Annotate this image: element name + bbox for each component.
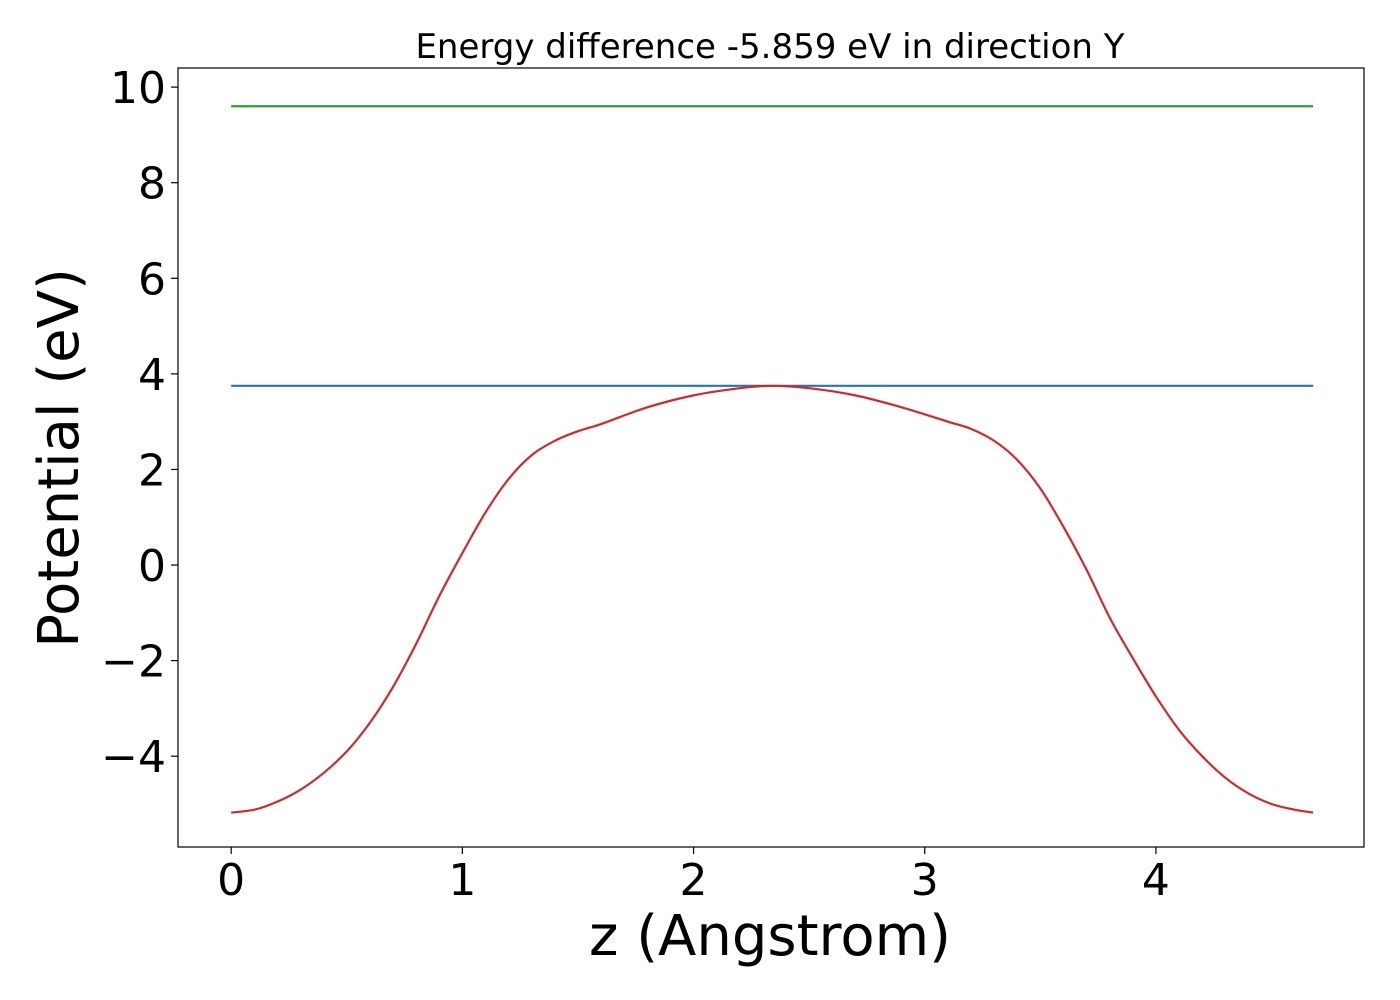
- y-tick-label: 4: [138, 350, 166, 401]
- chart-title: Energy difference -5.859 eV in direction…: [415, 27, 1124, 67]
- y-tick-label: 8: [138, 159, 166, 210]
- plot-frame: [177, 67, 1365, 848]
- x-tick-label: 1: [448, 855, 476, 906]
- ticks-layer: 0 1 2 3 4 −4 −2 0 2 4 6 8 10: [101, 63, 1170, 906]
- y-tick-label: −2: [101, 637, 166, 688]
- x-tick-label: 3: [911, 855, 939, 906]
- y-tick-label: 10: [110, 63, 166, 114]
- x-tick-label: 0: [217, 855, 245, 906]
- series-line-2: [231, 384, 1314, 814]
- y-tick-label: 2: [138, 445, 166, 496]
- x-axis-title: z (Angstrom): [589, 904, 951, 969]
- y-tick-label: 6: [138, 254, 166, 305]
- series-layer: [231, 105, 1314, 814]
- x-tick-label: 2: [680, 855, 708, 906]
- y-tick-label: 0: [138, 541, 166, 592]
- y-axis-title: Potential (eV): [27, 268, 92, 648]
- y-tick-label: −4: [101, 732, 166, 783]
- x-tick-label: 4: [1142, 855, 1170, 906]
